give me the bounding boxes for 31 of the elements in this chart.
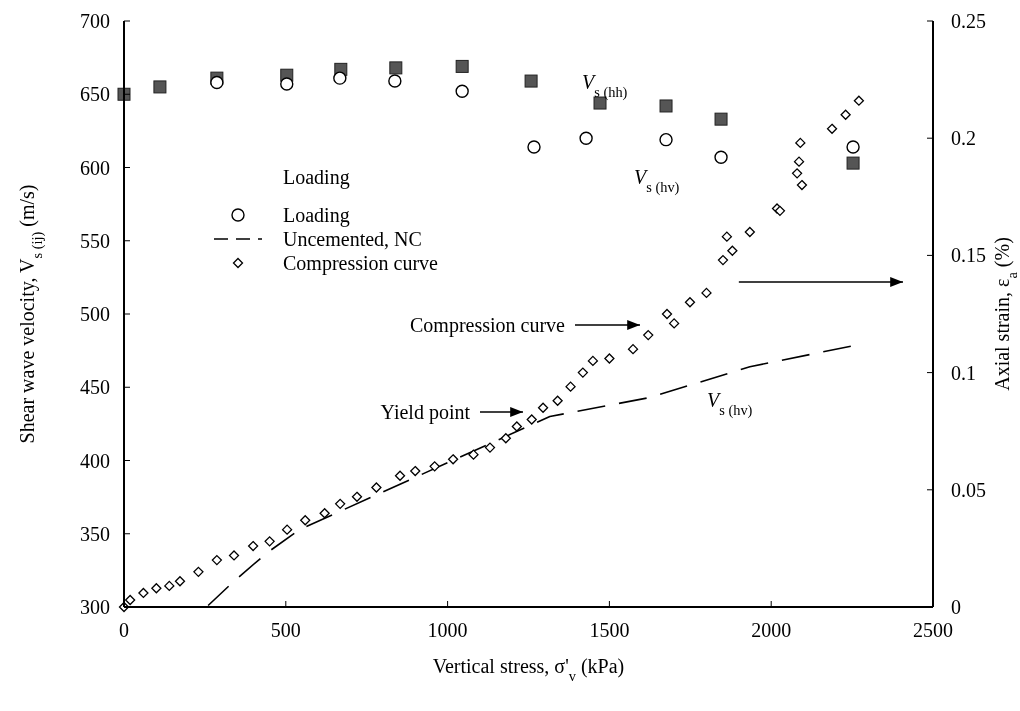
legend-label: Uncemented, NC [283,228,422,250]
x-tick-label: 1000 [427,619,468,641]
annotation: V$_{s (hv)}$ [634,166,680,196]
y-tick-label: 450 [80,376,110,399]
annotation: Loading [283,166,350,189]
y2-tick-label: 0.15 [951,244,986,267]
y-tick-label: 550 [80,229,110,252]
y2-tick-label: 0.1 [951,361,976,384]
annotation: Compression curve [410,314,566,337]
x-tick-label: 2500 [913,619,953,641]
y2-tick-label: 0.05 [951,478,986,501]
y-tick-label: 350 [80,522,110,545]
y-tick-label: 300 [80,596,110,618]
annotation: V$_{s (hh)}$ [582,71,628,101]
y-tick-label: 650 [80,83,110,106]
x-tick-label: 1500 [589,619,630,641]
y-tick-label: 400 [80,449,110,472]
annotation: Yield point [380,401,471,424]
x-tick-label: 2000 [751,619,792,641]
annotation: V$_{s (hv)}$ [707,389,753,419]
y-tick-label: 500 [80,303,110,325]
legend-label: Loading [283,204,350,227]
y2-tick-label: 0.25 [951,10,986,32]
x-tick-label: 0 [119,619,129,641]
y2-tick-label: 0.2 [951,127,976,150]
y-tick-label: 600 [80,156,110,179]
y2-tick-label: 0 [951,596,961,618]
x-axis-title: Vertical stress, σ'$_{v}$ (kPa) [432,655,625,684]
y-tick-label: 700 [80,10,110,32]
legend-label: Compression curve [283,252,439,275]
x-tick-label: 500 [270,619,301,641]
